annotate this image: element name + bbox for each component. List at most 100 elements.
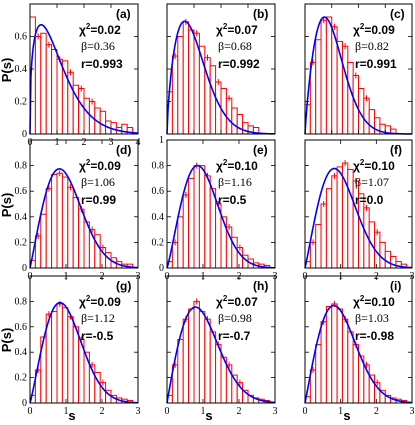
histogram-bar	[83, 97, 90, 135]
histogram-bar	[315, 223, 322, 269]
histogram-bar	[204, 318, 211, 404]
histogram-bar	[40, 32, 47, 135]
y-tick-label: 0.6	[15, 322, 28, 333]
histogram-bar	[83, 351, 90, 404]
x-tick-label: 2	[237, 406, 242, 417]
chi2-annotation: χ2=0.09	[79, 294, 121, 309]
panel-label: (g)	[116, 279, 131, 293]
histogram-bar	[352, 344, 359, 404]
beta-annotation: β=1.03	[355, 311, 389, 325]
histogram-bar	[331, 175, 338, 269]
histogram-bar	[40, 213, 47, 269]
panel-label: (e)	[253, 143, 268, 157]
y-tick-label: 0.4	[15, 212, 28, 223]
histogram-bar	[341, 45, 349, 135]
histogram-bar	[325, 188, 333, 269]
beta-annotation: β=0.36	[81, 39, 115, 53]
histogram-bar	[315, 344, 322, 404]
histogram-bar	[193, 165, 200, 269]
y-tick-label: 0.2	[15, 373, 28, 384]
histogram-bar	[390, 255, 397, 269]
y-tick-label: 0.4	[15, 64, 28, 75]
histogram-bar	[56, 58, 63, 135]
histogram-bar	[315, 39, 322, 135]
histogram-bar	[188, 29, 195, 135]
panel-c: χ2=0.09(c) β=0.82 r=0.991	[304, 3, 413, 135]
y-tick-label: 0.6	[152, 186, 165, 197]
x-tick-label: 3	[273, 406, 278, 417]
x-tick-label: 0	[165, 406, 170, 417]
histogram-bar	[177, 216, 184, 269]
r-annotation: r=0.991	[355, 57, 397, 71]
y-tick-label: 0.4	[152, 212, 165, 223]
histogram-bar	[78, 208, 85, 269]
histogram-bar	[177, 339, 184, 404]
histogram-bar	[336, 308, 343, 404]
histogram-bar	[193, 300, 200, 404]
histogram-bar	[99, 110, 107, 135]
histogram-bar	[331, 303, 338, 404]
histogram-bar	[94, 234, 101, 269]
histogram-bar	[78, 88, 85, 135]
plot-frame	[304, 139, 413, 269]
histogram-bar	[182, 318, 190, 404]
beta-annotation: β=0.68	[218, 39, 252, 53]
y-tick-label: 0.4	[15, 347, 28, 358]
histogram-bar	[34, 36, 42, 135]
y-tick-label: 0.6	[15, 32, 28, 43]
panel-i: 0 1 2 3 χ2=0.10(i) β=1.03 r=-0.98	[303, 275, 415, 417]
y-tick-label: 0.8	[152, 161, 165, 172]
y-tick-label: 0.2	[152, 237, 165, 248]
chi2-annotation: χ2=0.10	[216, 158, 258, 173]
x-tick-label: 3	[410, 406, 415, 417]
r-annotation: r=0.5	[218, 193, 247, 207]
histogram-bar	[45, 44, 53, 135]
histogram-bar	[177, 36, 184, 135]
beta-annotation: β=0.82	[355, 39, 389, 53]
x-tick-label: 1	[64, 406, 69, 417]
x-tick-label: 1	[55, 137, 60, 148]
x-tick-label: 2	[82, 137, 87, 148]
r-annotation: r=0.993	[81, 57, 123, 71]
histogram-bar	[171, 55, 179, 135]
x-tick-label: 2	[374, 406, 379, 417]
beta-annotation: β=1.16	[218, 175, 252, 189]
panel-label: (f)	[390, 143, 402, 157]
histogram-bar	[51, 174, 58, 269]
fit-curve	[166, 20, 276, 135]
histogram-bar	[61, 176, 69, 269]
histogram-bar	[209, 65, 217, 135]
y-tick-label: 0	[22, 129, 27, 140]
panel-label: (h)	[253, 279, 268, 293]
plot-frame	[29, 139, 139, 269]
histogram-bar	[368, 109, 376, 135]
r-annotation: r=0.992	[218, 57, 260, 71]
x-tick-label: 3	[136, 406, 141, 417]
y-tick-label: 0.2	[15, 237, 28, 248]
panel-label: (b)	[253, 7, 268, 21]
histogram-bar	[363, 97, 370, 135]
x-tick-label: 2	[100, 406, 105, 417]
beta-annotation: β=1.07	[355, 175, 389, 189]
y-tick-label: 0.2	[15, 97, 28, 108]
histogram-bar	[51, 49, 58, 135]
chi2-annotation: χ2=0.07	[216, 22, 258, 37]
histogram-bar	[72, 326, 80, 404]
r-annotation: r=-0.5	[81, 329, 114, 343]
x-tick-label: 1	[338, 406, 343, 417]
histogram-bar	[188, 308, 195, 404]
ylabel-row-2: P(s)	[0, 193, 14, 218]
x-tick-label: 3	[109, 137, 114, 148]
histogram-bar	[379, 241, 386, 269]
histogram-bar	[67, 316, 74, 404]
histogram-bar	[209, 331, 217, 404]
histogram-bar	[231, 107, 238, 135]
histogram-bar	[51, 311, 58, 404]
histogram-bar	[209, 188, 217, 269]
histogram-bar	[215, 344, 222, 404]
chi2-annotation: χ2=0.07	[216, 294, 258, 309]
panel-g: 0 1 2 3 0 0.2 0.4 0.6 0.8 χ2=0.09(g) β=1.12 r=-0.5	[15, 275, 141, 417]
y-tick-label: 0.8	[15, 296, 28, 307]
